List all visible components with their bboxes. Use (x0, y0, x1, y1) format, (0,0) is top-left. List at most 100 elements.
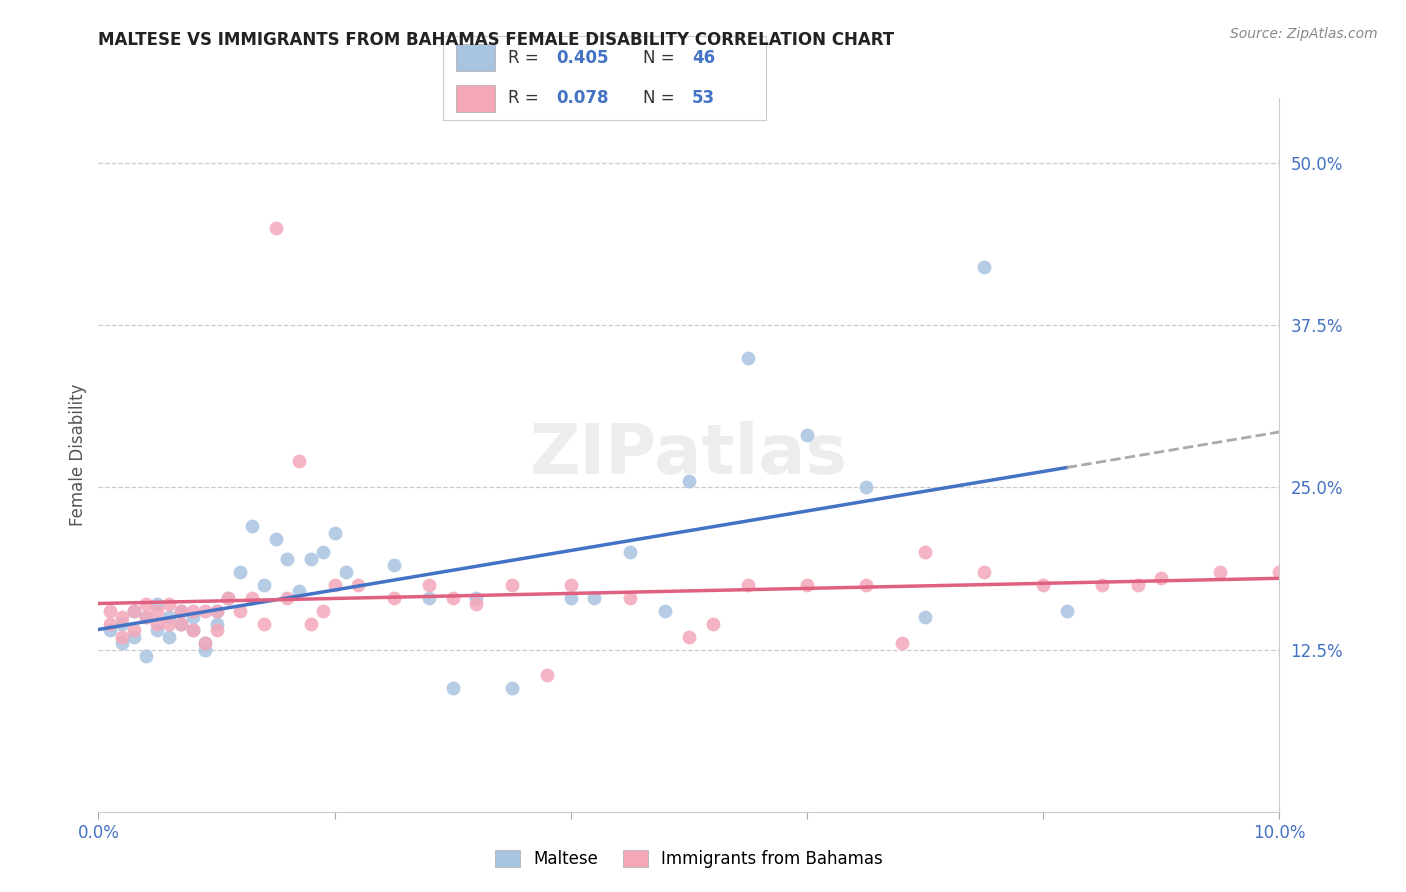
Point (157, 630, 180, 644)
Point (890, 636, 912, 650)
Point (382, 591, 405, 605)
Point (264, 220, 287, 235)
Point (111, 616, 134, 631)
Point (1056, 604, 1078, 618)
Point (194, 636, 217, 650)
Point (914, 545, 936, 559)
Point (146, 597, 169, 611)
Point (465, 597, 488, 611)
Legend: Maltese, Immigrants from Bahamas: Maltese, Immigrants from Bahamas (488, 843, 890, 875)
Point (654, 604, 676, 618)
Text: Source: ZipAtlas.com: Source: ZipAtlas.com (1230, 27, 1378, 41)
Point (973, 260, 995, 274)
Point (111, 610, 134, 624)
Text: 46: 46 (692, 49, 716, 67)
Point (335, 565, 357, 579)
Point (312, 545, 335, 559)
FancyBboxPatch shape (456, 85, 495, 112)
Point (205, 604, 228, 618)
Point (1209, 565, 1232, 579)
Point (1032, 577, 1054, 591)
Point (170, 604, 193, 618)
Point (229, 565, 252, 579)
Point (146, 616, 169, 631)
Point (855, 480, 877, 494)
Point (181, 623, 204, 637)
Point (253, 616, 276, 631)
Point (205, 604, 228, 618)
Point (135, 648, 157, 663)
Point (288, 454, 311, 468)
Point (205, 623, 228, 637)
Point (194, 604, 217, 618)
Point (737, 577, 759, 591)
Point (98, 616, 121, 631)
Point (157, 597, 180, 611)
Point (323, 525, 346, 540)
Point (501, 681, 523, 696)
Point (1091, 577, 1114, 591)
Text: MALTESE VS IMMIGRANTS FROM BAHAMAS FEMALE DISABILITY CORRELATION CHART: MALTESE VS IMMIGRANTS FROM BAHAMAS FEMAL… (98, 31, 894, 49)
Text: R =: R = (508, 49, 544, 67)
Point (796, 428, 818, 442)
Point (560, 577, 582, 591)
Point (288, 584, 311, 599)
Point (157, 616, 180, 631)
Text: ZIPatlas: ZIPatlas (530, 421, 848, 489)
FancyBboxPatch shape (456, 45, 495, 71)
Point (146, 604, 169, 618)
Point (181, 604, 204, 618)
Text: 0.405: 0.405 (557, 49, 609, 67)
Point (536, 668, 558, 682)
Point (796, 577, 818, 591)
Point (205, 616, 228, 631)
Text: N =: N = (644, 89, 681, 107)
Point (465, 591, 488, 605)
Point (737, 351, 759, 365)
Point (170, 616, 193, 631)
Point (276, 591, 298, 605)
Point (583, 591, 606, 605)
Point (111, 630, 134, 644)
Point (194, 642, 217, 657)
Y-axis label: Female Disability: Female Disability (69, 384, 87, 526)
Point (135, 597, 157, 611)
Point (217, 591, 239, 605)
Point (181, 623, 204, 637)
Point (323, 577, 346, 591)
Point (98, 604, 121, 618)
Text: N =: N = (644, 49, 681, 67)
Point (1268, 565, 1291, 579)
Point (122, 604, 145, 618)
Point (382, 558, 405, 573)
Point (170, 604, 193, 618)
Point (973, 565, 995, 579)
Point (98, 623, 121, 637)
Point (264, 533, 287, 547)
Point (217, 591, 239, 605)
Point (1150, 571, 1173, 585)
Point (122, 623, 145, 637)
Point (157, 610, 180, 624)
Point (312, 604, 335, 618)
Point (501, 577, 523, 591)
Point (418, 591, 440, 605)
Point (855, 577, 877, 591)
Point (122, 630, 145, 644)
Point (619, 545, 641, 559)
Point (253, 577, 276, 591)
Point (678, 630, 700, 644)
Point (135, 610, 157, 624)
Point (441, 591, 464, 605)
Point (560, 591, 582, 605)
Point (240, 519, 263, 533)
Point (702, 616, 724, 631)
Text: R =: R = (508, 89, 544, 107)
Point (229, 604, 252, 618)
Point (240, 591, 263, 605)
Point (135, 610, 157, 624)
Point (299, 616, 322, 631)
Point (194, 636, 217, 650)
Point (111, 636, 134, 650)
Point (418, 577, 440, 591)
